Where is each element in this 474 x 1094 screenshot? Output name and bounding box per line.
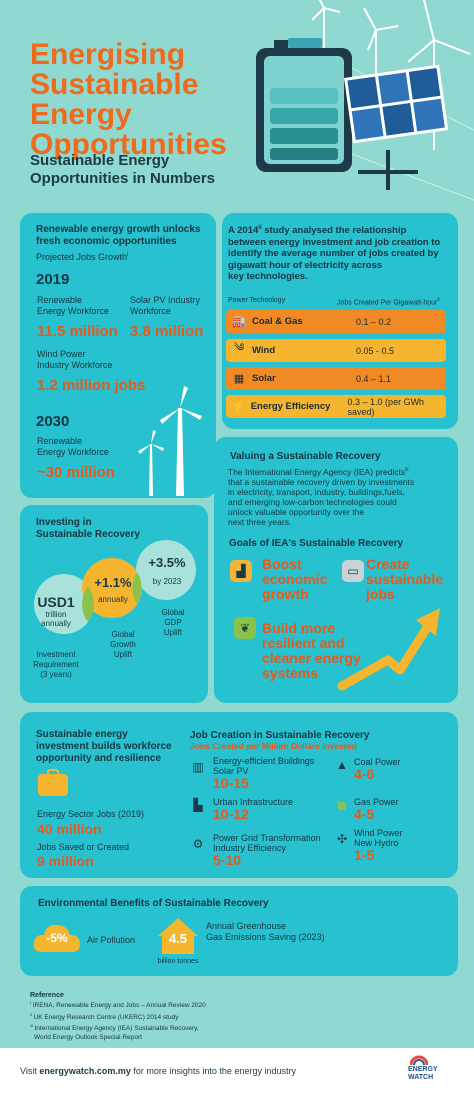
saved-jobs-label: Jobs Saved or Created (37, 842, 130, 852)
growth-sub: annually (98, 595, 128, 604)
valuing-body: The International Energy Agency (IEA) pr… (228, 466, 415, 527)
coal-icon: ▲ (336, 758, 348, 772)
page-title: Energising Sustainable Energy Opportunit… (30, 38, 227, 161)
investment-circles (34, 540, 196, 634)
investment-requirement-label: Investment Requirement (3 years) (33, 650, 79, 679)
gdp-value: +3.5% (148, 555, 186, 570)
goals-heading: Goals of IEA's Sustainable Recovery (229, 538, 404, 549)
references-list: i IRENA, Renewable Energy and Jobs – Ann… (30, 1000, 206, 1041)
house-icon (158, 918, 198, 954)
references-heading: Reference (30, 992, 64, 999)
col-power-technology: Power Technology (228, 297, 286, 304)
year-2019: 2019 (36, 271, 70, 288)
usd-sub: trillion annually (41, 610, 71, 628)
ghg-value: 4.5 (168, 931, 188, 946)
ghg-label: Annual Greenhouse Gas Emissions Saving (… (206, 921, 325, 942)
valuing-heading: Valuing a Sustainable Recovery (230, 451, 381, 462)
wind-power-icon: ✣ (336, 832, 348, 846)
wind-icon: ༄ (233, 342, 245, 354)
growth-heading: Renewable energy growth unlocks fresh ec… (36, 224, 201, 247)
city-icon: ▙ (193, 798, 203, 812)
goal-boost-growth: Boost economic growth (262, 556, 328, 602)
re-2030-label: Renewable Energy Workforce (37, 436, 109, 457)
year-2030: 2030 (36, 413, 70, 430)
re-workforce-value: 11.5 million (37, 323, 118, 340)
factory-icon: 🏭 (232, 316, 246, 328)
footer (0, 1048, 474, 1094)
footer-text: Visit energywatch.com.my for more insigh… (20, 1066, 296, 1076)
growth-chart-icon: ▟ (230, 560, 252, 582)
saved-jobs-value: 9 million (37, 853, 94, 869)
gas-icon: ◼ (337, 798, 347, 812)
jc-gas: Gas Power 4-5 (354, 797, 399, 822)
efficiency-icon: ⚡ (231, 401, 246, 413)
footer-link[interactable]: energywatch.com.my (39, 1066, 131, 1076)
sector-jobs-value: 40 million (37, 821, 102, 837)
projected-label: Projected Jobs Growthi (36, 252, 129, 262)
valuing-panel (214, 437, 458, 703)
goal-resilient-systems: Build more resilient and cleaner energy … (262, 620, 361, 681)
tech-row-energy-efficiency: ⚡ Energy Efficiency 0.3 – 1.0 (per GWh s… (226, 395, 446, 418)
solar-icon: ▦ (233, 373, 245, 385)
environment-panel (20, 886, 458, 976)
jc-coal: Coal Power 4-6 (354, 757, 401, 782)
re-workforce-label: Renewable Energy Workforce (37, 295, 109, 316)
jc-grid: Power Grid Transformation Industry Effic… (213, 833, 321, 868)
building-icon: ▥ (192, 760, 204, 774)
leaf-icon: ❦ (234, 617, 256, 639)
jc-buildings: Energy-efficient Buildings Solar PV 10-1… (213, 756, 315, 791)
energy-watch-logo: ENERGY WATCH (408, 1066, 438, 1081)
ghg-unit: billion tonnes (157, 958, 199, 965)
goal-create-jobs: Create sustainable jobs (366, 556, 444, 602)
energy-watch-logo-icon (410, 1055, 428, 1066)
col-jobs-per-gwh: Jobs Created Per Gigawatt-hourii (337, 297, 440, 307)
usd-value: USD1 (37, 594, 75, 610)
investing-heading: Investing in Sustainable Recovery (36, 517, 140, 540)
cloud-icon (33, 924, 80, 952)
wind-workforce-label: Wind Power Industry Workforce (37, 349, 113, 370)
global-gdp-label: Global GDP Uplift (161, 608, 185, 637)
briefcase-handle (47, 769, 59, 775)
growth-value: +1.1% (94, 575, 132, 590)
pollution-value: -5% (46, 931, 68, 945)
tech-row-coal-gas: 🏭 Coal & Gas 0.1 – 0.2 (226, 310, 446, 333)
renewable-growth-panel (20, 213, 216, 498)
gdp-sub: by 2023 (152, 577, 182, 586)
re-2030-value: ~30 million (37, 464, 115, 481)
sector-jobs-label: Energy Sector Jobs (2019) (37, 809, 145, 819)
workforce-panel (20, 712, 458, 878)
solar-workforce-value: 3.8 million (130, 323, 204, 340)
grid-icon: ⚙ (192, 837, 204, 851)
jobcreation-heading: Job Creation in Sustainable Recovery (190, 730, 370, 741)
wind-workforce-value: 1.2 million jobs (37, 377, 146, 394)
pollution-label: Air Pollution (87, 935, 136, 945)
tech-row-wind: ༄ Wind 0.05 - 0.5 (226, 339, 446, 362)
briefcase-icon (38, 774, 68, 796)
jc-urban: Urban Infrastructure 10-12 (213, 797, 294, 822)
environment-heading: Environmental Benefits of Sustainable Re… (38, 898, 269, 909)
global-growth-label: Global Growth Uplift (110, 630, 136, 659)
workforce-heading: Sustainable energy investment builds wor… (36, 729, 172, 764)
study-intro: A 2014ii study analysed the relationship… (228, 225, 441, 283)
up-arrow-icon (337, 608, 440, 691)
tech-row-solar: ▦ Solar 0.4 – 1.1 (226, 367, 446, 390)
battery-wind-solar-illustration (255, 0, 474, 201)
page-subtitle: Sustainable Energy Opportunities in Numb… (30, 152, 216, 187)
wind-turbine-icon (138, 386, 202, 496)
solar-workforce-label: Solar PV Industry Workforce (130, 295, 201, 316)
jobcreation-subheading: Jobs Created per Million Dollars Investe… (190, 741, 357, 751)
jc-wind: Wind Power New Hydro 1-5 (354, 828, 403, 863)
briefcase-icon: ▭ (342, 560, 364, 582)
